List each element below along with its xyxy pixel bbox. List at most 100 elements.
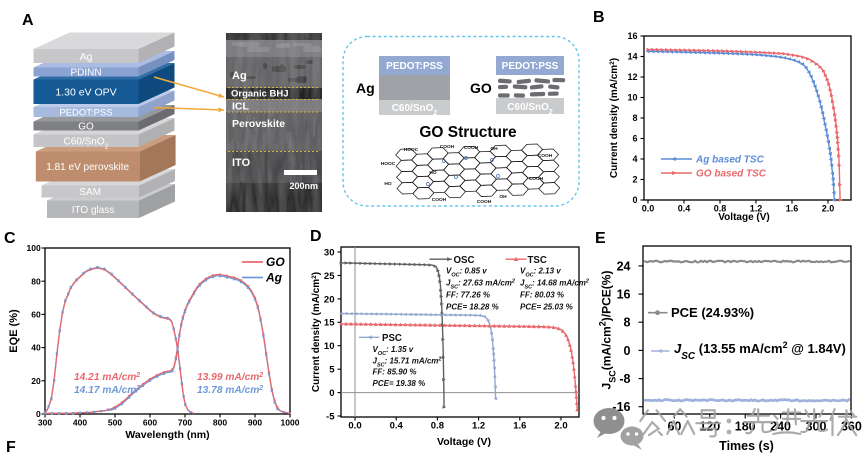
svg-text:HOOC: HOOC [381,161,396,167]
svg-text:F: F [6,439,16,456]
svg-text:0.4: 0.4 [390,421,404,432]
svg-text:13.78 mA/cm2: 13.78 mA/cm2 [197,385,263,397]
svg-text:0.8: 0.8 [431,421,444,432]
svg-text:25: 25 [324,271,335,282]
svg-text:OSC: OSC [454,255,475,266]
svg-text:1000: 1000 [281,418,300,428]
svg-text:30: 30 [324,247,335,258]
svg-text:14.17 mA/cm2: 14.17 mA/cm2 [74,385,140,397]
svg-text:O: O [426,182,430,188]
svg-text:16: 16 [627,31,637,41]
svg-text:Voltage (V): Voltage (V) [437,436,491,448]
svg-text:16: 16 [617,288,631,302]
svg-text:PEDOT:PSS: PEDOT:PSS [502,61,559,72]
svg-text:GO Structure: GO Structure [419,124,517,141]
svg-text:COOH: COOH [440,144,455,150]
svg-text:O: O [496,174,500,180]
svg-text:PEDOT:PSS: PEDOT:PSS [59,107,112,118]
svg-text:ITO: ITO [232,157,251,169]
svg-text:6: 6 [632,134,637,144]
svg-text:B: B [593,9,605,26]
svg-text:COOH: COOH [432,197,447,203]
svg-text:Current density (mA/cm2): Current density (mA/cm2) [311,272,323,392]
svg-text:0.8: 0.8 [714,204,727,214]
svg-text:20: 20 [324,294,335,305]
svg-text:PSC: PSC [382,333,402,344]
svg-text:Perovskite: Perovskite [232,118,285,130]
svg-text:Current density (mA/cm2): Current density (mA/cm2) [609,58,621,178]
svg-text:GO: GO [470,80,492,96]
svg-text:60: 60 [31,310,41,320]
svg-text:1.30 eV OPV: 1.30 eV OPV [55,87,116,99]
svg-text:PCE (24.93%): PCE (24.93%) [671,305,754,320]
svg-text:C60/SnO2: C60/SnO2 [507,102,553,116]
svg-text:Ag based TSC: Ag based TSC [695,155,765,166]
svg-text:8: 8 [624,316,631,330]
svg-text:E: E [595,230,606,247]
svg-text:10: 10 [324,341,335,352]
svg-text:-5: -5 [326,412,335,423]
svg-text:800: 800 [213,418,227,428]
svg-text:1.2: 1.2 [750,204,763,214]
svg-text:1.81 eV perovskite: 1.81 eV perovskite [46,162,129,173]
svg-text:SAM: SAM [79,187,101,198]
svg-text:Wavelength (nm): Wavelength (nm) [125,429,209,441]
svg-text:14: 14 [627,52,637,62]
svg-text:EQE (%): EQE (%) [8,309,20,353]
svg-text:Voltage (V): Voltage (V) [718,212,769,223]
svg-text:24: 24 [617,259,631,273]
svg-text:40: 40 [31,343,41,353]
svg-text:COOH: COOH [538,153,553,159]
svg-text:1.6: 1.6 [786,204,799,214]
svg-text:2.0: 2.0 [822,204,835,214]
svg-text:GO: GO [78,122,94,133]
svg-text:PDINN: PDINN [70,68,101,79]
svg-text:O: O [490,158,494,164]
svg-text:12: 12 [627,72,637,82]
svg-text:-8: -8 [619,372,630,386]
svg-text:O: O [442,159,446,165]
svg-text:2.0: 2.0 [554,421,567,432]
svg-text:0: 0 [632,195,637,205]
svg-text:0.0: 0.0 [348,421,361,432]
svg-text:1.2: 1.2 [472,421,485,432]
svg-text:ITO glass: ITO glass [72,205,115,216]
svg-text:JSC(mA/cm2)/PCE(%): JSC(mA/cm2)/PCE(%) [598,271,618,390]
svg-text:5: 5 [329,365,335,376]
svg-text:Organic BHJ: Organic BHJ [231,89,289,100]
svg-text:C: C [4,230,16,247]
svg-text:200nm: 200nm [289,181,318,191]
svg-text:400: 400 [73,418,87,428]
svg-text:0: 0 [36,409,41,419]
svg-text:GO: GO [266,255,285,269]
svg-text:HO: HO [429,170,436,176]
svg-text:8: 8 [632,113,637,123]
svg-text:PCE= 18.28 %: PCE= 18.28 % [446,303,499,312]
svg-text:FF: 85.90 %: FF: 85.90 % [373,368,417,377]
svg-text:0.4: 0.4 [678,204,691,214]
svg-text:PCE= 19.38 %: PCE= 19.38 % [373,379,426,388]
svg-text:13.99 mA/cm2: 13.99 mA/cm2 [197,372,263,384]
svg-text:0: 0 [624,344,631,358]
svg-text:C60/SnO2: C60/SnO2 [392,103,438,117]
svg-text:600: 600 [143,418,157,428]
svg-text:PEDOT:PSS: PEDOT:PSS [386,61,443,72]
svg-text:700: 700 [178,418,192,428]
svg-text:1.6: 1.6 [513,421,526,432]
svg-text:14.21 mA/cm2: 14.21 mA/cm2 [74,372,140,384]
svg-text:100: 100 [27,243,41,253]
svg-text:GO based TSC: GO based TSC [696,169,767,180]
svg-text:15: 15 [324,318,335,329]
svg-text:PCE= 25.03 %: PCE= 25.03 % [520,303,573,312]
svg-text:120: 120 [699,420,720,434]
svg-text:D: D [310,228,322,245]
svg-text:20: 20 [31,376,41,386]
svg-text:0: 0 [329,388,334,399]
svg-text:OH: OH [490,146,498,152]
svg-text:10: 10 [627,93,637,103]
svg-text:C60/SnO2: C60/SnO2 [63,136,108,150]
svg-text:OH: OH [499,194,507,200]
svg-text:900: 900 [248,418,262,428]
svg-text:Ag: Ag [356,80,375,96]
svg-text:TSC: TSC [528,255,547,266]
